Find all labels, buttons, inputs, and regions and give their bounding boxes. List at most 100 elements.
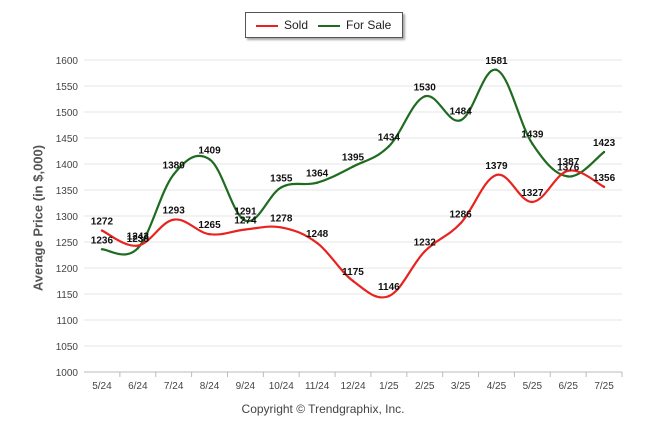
data-point-for-sale <box>495 68 498 72</box>
y-tick-label: 1150 <box>56 290 78 301</box>
data-label-sold: 1232 <box>414 237 437 248</box>
data-point-for-sale <box>531 142 534 145</box>
data-point-for-sale <box>602 150 606 154</box>
y-tick-label: 1400 <box>56 160 79 171</box>
data-label-sold: 1272 <box>91 217 114 228</box>
y-tick-label: 1350 <box>56 186 79 197</box>
data-label-for-sale: 1236 <box>91 235 114 246</box>
data-label-for-sale: 1423 <box>593 138 616 149</box>
data-point-for-sale <box>136 247 139 250</box>
data-label-for-sale: 1484 <box>449 106 472 117</box>
data-point-sold <box>387 294 391 298</box>
data-label-for-sale: 1380 <box>163 160 186 171</box>
data-label-sold: 1146 <box>378 282 400 293</box>
data-label-for-sale: 1376 <box>557 162 580 173</box>
data-label-for-sale: 1581 <box>485 56 508 67</box>
x-tick-label: 11/24 <box>305 381 330 392</box>
data-label-sold: 1387 <box>557 157 580 168</box>
data-label-for-sale: 1530 <box>414 82 437 93</box>
data-point-for-sale <box>208 158 211 161</box>
data-label-sold: 1286 <box>449 209 472 220</box>
data-label-for-sale: 1395 <box>342 153 365 164</box>
x-tick-label: 4/25 <box>487 381 507 392</box>
data-point-sold <box>531 200 534 204</box>
data-point-for-sale <box>459 119 462 122</box>
x-tick-label: 5/24 <box>92 381 112 392</box>
y-tick-label: 1300 <box>56 212 79 223</box>
data-label-for-sale: 1439 <box>521 130 544 141</box>
y-tick-label: 1200 <box>56 264 79 275</box>
data-point-for-sale <box>244 219 247 222</box>
data-label-sold: 1274 <box>234 216 257 227</box>
legend-swatch-sold <box>256 24 278 27</box>
x-tick-label: 2/25 <box>415 381 435 392</box>
data-point-sold <box>136 244 139 247</box>
data-label-for-sale: 1355 <box>270 173 293 184</box>
data-point-sold <box>459 222 462 225</box>
data-label-for-sale: 1291 <box>234 207 257 218</box>
y-tick-label: 1000 <box>56 368 79 379</box>
legend-label-sold: Sold <box>284 18 309 32</box>
data-point-for-sale <box>280 186 283 189</box>
data-point-sold <box>315 241 319 245</box>
data-point-sold <box>495 173 498 177</box>
data-label-sold: 1278 <box>270 213 293 224</box>
data-point-sold <box>244 228 247 231</box>
x-tick-label: 12/24 <box>340 381 365 392</box>
y-tick-label: 1450 <box>56 134 79 145</box>
series-lines <box>100 68 606 299</box>
data-label-sold: 1356 <box>593 173 616 184</box>
x-tick-label: 6/24 <box>128 381 148 392</box>
data-point-sold <box>280 226 283 229</box>
data-point-sold <box>351 279 355 283</box>
y-tick-label: 1500 <box>56 108 79 119</box>
data-point-for-sale <box>387 145 391 148</box>
data-point-for-sale <box>172 173 175 176</box>
data-label-for-sale: 1434 <box>378 132 401 143</box>
legend-item-for-sale[interactable]: For Sale <box>318 18 391 32</box>
data-point-sold <box>602 185 606 189</box>
data-label-sold: 1327 <box>521 188 544 199</box>
data-point-sold <box>208 233 211 236</box>
x-tick-label: 8/24 <box>200 381 220 392</box>
data-label-for-sale: 1409 <box>198 145 221 156</box>
x-tick-label: 6/25 <box>558 381 578 392</box>
y-tick-label: 1600 <box>56 56 79 67</box>
copyright-credit: Copyright © Trendgraphix, Inc. <box>241 402 405 416</box>
y-tick-label: 1250 <box>56 238 79 249</box>
grid <box>84 59 622 373</box>
axes: 1000 1050 1100 1150 1200 1250 1300 1350 1400 1450… <box>56 56 623 392</box>
data-point-for-sale <box>100 248 104 251</box>
y-tick-label: 1050 <box>56 342 79 353</box>
data-point-for-sale <box>567 175 570 178</box>
legend-item-sold[interactable]: Sold <box>256 18 308 32</box>
data-label-for-sale: 1238 <box>127 234 150 245</box>
y-tick-label: 1100 <box>56 316 78 327</box>
x-tick-label: 5/25 <box>523 381 543 392</box>
data-point-for-sale <box>351 165 355 168</box>
data-point-sold <box>567 169 570 172</box>
data-point-sold <box>172 218 175 221</box>
data-label-sold: 1175 <box>342 267 364 278</box>
x-tick-label: 9/24 <box>236 381 256 392</box>
data-labels: 1272 1243 1293 1265 1274 1278 1248 1175 1146 1232… <box>91 56 616 293</box>
x-tick-label: 1/25 <box>379 381 399 392</box>
data-point-sold <box>100 229 104 232</box>
x-tick-label: 10/24 <box>269 381 294 392</box>
data-label-sold: 1248 <box>306 229 329 240</box>
x-tick-label: 7/24 <box>164 381 184 392</box>
data-label-sold: 1243 <box>127 232 150 243</box>
data-point-for-sale <box>423 95 426 98</box>
legend-label-for-sale: For Sale <box>346 18 392 32</box>
data-label-sold: 1265 <box>198 220 221 231</box>
data-label-sold: 1379 <box>485 161 508 172</box>
x-tick-label: 3/25 <box>451 381 471 392</box>
y-axis-title: Average Price (in $,000) <box>30 144 46 292</box>
data-label-for-sale: 1364 <box>306 169 329 180</box>
data-point-for-sale <box>315 181 319 184</box>
legend: Sold For Sale <box>245 12 403 38</box>
x-tick-label: 7/25 <box>594 381 614 392</box>
data-point-sold <box>423 250 426 253</box>
y-tick-label: 1550 <box>56 82 79 93</box>
